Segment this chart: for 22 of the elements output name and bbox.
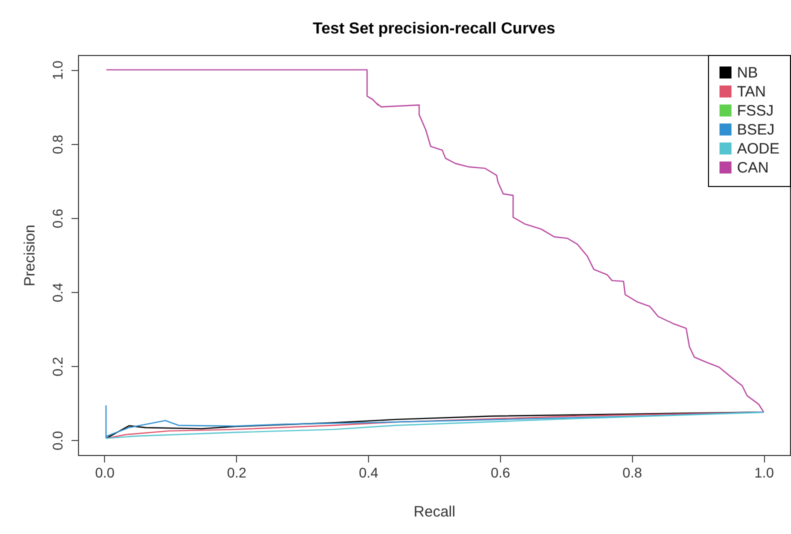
x-tick-label: 0.0 bbox=[95, 464, 115, 480]
x-tick-label: 0.2 bbox=[226, 464, 247, 480]
y-tick-label: 0.4 bbox=[50, 282, 66, 302]
y-tick-label: 0.0 bbox=[50, 430, 66, 450]
x-axis-title: Recall bbox=[414, 504, 456, 520]
y-tick-label: 0.2 bbox=[50, 356, 66, 376]
y-tick-label: 0.6 bbox=[50, 208, 66, 228]
y-tick-label: 0.8 bbox=[50, 134, 66, 154]
y-tick-label: 1.0 bbox=[50, 60, 66, 80]
legend-label: NB bbox=[737, 64, 758, 82]
line-series bbox=[105, 405, 764, 439]
x-tick-label: 0.6 bbox=[490, 464, 510, 480]
x-tick-label: 0.8 bbox=[622, 464, 642, 480]
x-tick-label: 0.4 bbox=[358, 464, 379, 480]
chart-title: Test Set precision-recall Curves bbox=[312, 20, 556, 38]
x-tick-label: 1.0 bbox=[754, 464, 774, 480]
y-axis-title: Precision bbox=[22, 224, 38, 286]
legend-label: TAN bbox=[737, 84, 766, 100]
legend-label: FSSJ bbox=[737, 102, 774, 120]
legend-label: BSEJ bbox=[737, 122, 775, 138]
legend-label: AODE bbox=[737, 140, 780, 158]
legend-label: CAN bbox=[737, 160, 769, 176]
